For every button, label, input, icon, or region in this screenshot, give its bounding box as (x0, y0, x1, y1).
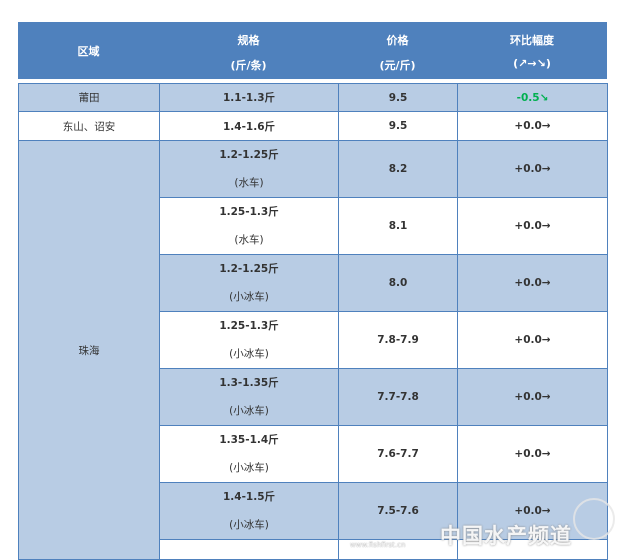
spec-size: 1.2-1.25斤 (219, 149, 279, 161)
spec-note: (水车) (234, 177, 264, 189)
spec-size: 1.35-1.4斤 (219, 434, 279, 446)
price-cell: 8.0 (338, 254, 458, 312)
spec-cell: 1.2-1.25斤 (小冰车) (159, 254, 339, 312)
change-cell: +0.0→ (457, 311, 608, 369)
spec-note: (小冰车) (229, 348, 269, 360)
spec-cell (159, 539, 339, 560)
table-row: 1.2-1.25斤 (小冰车) 8.0 +0.0→ (19, 254, 608, 312)
spec-note: (小冰车) (229, 462, 269, 474)
spec-cell: 1.2-1.25斤 (水车) (159, 140, 339, 198)
header-price-label: 价格 (386, 34, 409, 47)
header-change-unit: (↗→↘) (513, 57, 551, 70)
spec-size: 1.4-1.5斤 (222, 491, 276, 503)
region-cell: 珠海 (18, 140, 160, 560)
change-cell: +0.0→ (457, 111, 608, 141)
price-cell: 7.6-7.7 (338, 425, 458, 483)
price-cell: 7.7-7.8 (338, 368, 458, 426)
spec-size: 1.25-1.3斤 (219, 320, 279, 332)
header-spec-unit: (斤/条) (230, 59, 267, 72)
spec-cell: 1.25-1.3斤 (水车) (159, 197, 339, 255)
watermark-logo: 中国水产频道 (440, 524, 572, 548)
spec-note: (小冰车) (229, 291, 269, 303)
spec-size: 1.2-1.25斤 (219, 263, 279, 275)
header-price: 价格 (元/斤) (338, 22, 457, 79)
table-row: 1.25-1.3斤 (水车) 8.1 +0.0→ (18, 197, 608, 255)
spec-size: 1.3-1.35斤 (219, 377, 279, 389)
table-row: 1.4-1.5斤 (小冰车) 7.5-7.6 +0.0→ (19, 482, 608, 540)
spec-note: (小冰车) (229, 405, 269, 417)
spec-note: (水车) (234, 234, 264, 246)
header-spec: 规格 (斤/条) (159, 22, 338, 79)
spec-cell: 1.25-1.3斤 (小冰车) (159, 311, 339, 369)
spec-cell: 1.4-1.6斤 (159, 111, 339, 141)
table-row: 珠海 1.2-1.25斤 (水车) 8.2 +0.0→ (18, 140, 608, 560)
header-region-label: 区域 (77, 45, 100, 58)
change-cell: +0.0→ (457, 254, 608, 312)
region-cell: 东山、诏安 (18, 111, 160, 141)
spec-cell: 1.4-1.5斤 (小冰车) (159, 482, 339, 540)
spec-size: 1.25-1.3斤 (219, 206, 279, 218)
region-cell: 莆田 (18, 83, 160, 112)
table-row: 东山、诏安 1.4-1.6斤 9.5 +0.0→ (18, 111, 608, 141)
price-table: 莆田 1.1-1.3斤 9.5 -0.5↘ 东山、诏安 1.4-1.6斤 9.5… (18, 83, 608, 560)
watermark-url: www.fishfirst.cn (350, 541, 406, 549)
header-spec-label: 规格 (237, 34, 260, 47)
spec-note: (小冰车) (229, 519, 269, 531)
change-cell: +0.0→ (457, 368, 608, 426)
change-cell: +0.0→ (457, 425, 608, 483)
price-cell: 8.2 (338, 140, 458, 198)
table-header: 区域 规格 (斤/条) 价格 (元/斤) 环比幅度 (↗→↘) (18, 22, 607, 79)
table-row: 1.3-1.35斤 (小冰车) 7.7-7.8 +0.0→ (19, 368, 608, 426)
price-cell: 9.5 (338, 111, 458, 141)
spec-cell: 1.3-1.35斤 (小冰车) (159, 368, 339, 426)
header-price-unit: (元/斤) (379, 59, 416, 72)
price-cell: 7.8-7.9 (338, 311, 458, 369)
table-row: 1.35-1.4斤 (小冰车) 7.6-7.7 +0.0→ (18, 425, 608, 483)
header-region: 区域 (18, 22, 159, 79)
header-change-label: 环比幅度 (510, 34, 554, 47)
change-cell: +0.0→ (457, 482, 608, 540)
price-cell: 8.1 (338, 197, 458, 255)
change-cell: +0.0→ (457, 197, 608, 255)
price-cell: 9.5 (338, 83, 458, 112)
spec-cell: 1.1-1.3斤 (159, 83, 339, 112)
change-cell: +0.0→ (457, 140, 608, 198)
spec-cell: 1.35-1.4斤 (小冰车) (159, 425, 339, 483)
table-row: 莆田 1.1-1.3斤 9.5 -0.5↘ (18, 83, 608, 112)
watermark-globe-icon (573, 498, 615, 540)
price-cell: 7.5-7.6 (338, 482, 458, 540)
header-change: 环比幅度 (↗→↘) (457, 22, 607, 79)
change-cell: -0.5↘ (457, 83, 608, 112)
